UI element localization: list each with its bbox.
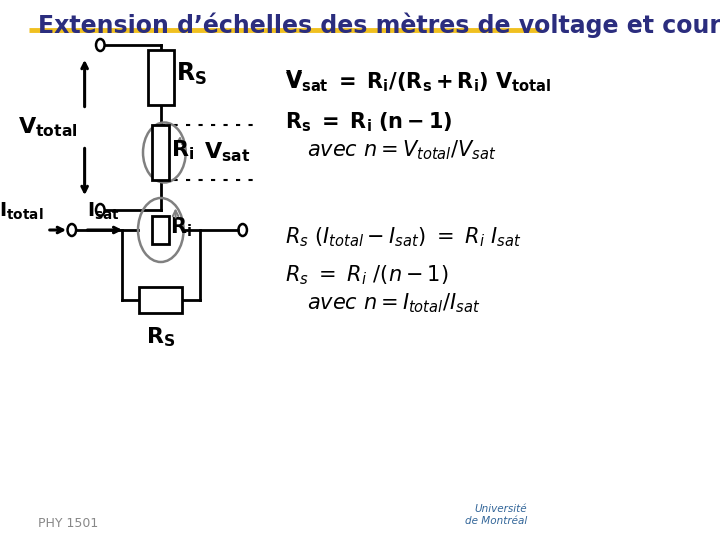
- Text: $avec\ n=I_{total}/I_{sat}$: $avec\ n=I_{total}/I_{sat}$: [307, 291, 480, 315]
- FancyBboxPatch shape: [140, 287, 182, 313]
- Text: Extension d’échelles des mètres de voltage et courant: Extension d’échelles des mètres de volta…: [37, 12, 720, 37]
- Text: $\mathbf{V}$: $\mathbf{V}$: [285, 70, 303, 90]
- FancyBboxPatch shape: [152, 216, 169, 244]
- Text: $\mathbf{R_i}$: $\mathbf{R_i}$: [171, 139, 194, 163]
- Text: Université
de Montréal: Université de Montréal: [465, 504, 528, 526]
- Text: $avec\ n=V_{total}/V_{sat}$: $avec\ n=V_{total}/V_{sat}$: [307, 138, 496, 161]
- Text: $\mathbf{R_S}$: $\mathbf{R_S}$: [176, 60, 207, 86]
- Text: $\mathbf{R_i}$: $\mathbf{R_i}$: [170, 215, 192, 239]
- Text: $R_s\ (I_{total}-I_{sat})\ =\ R_i\ I_{sat}$: $R_s\ (I_{total}-I_{sat})\ =\ R_i\ I_{sa…: [285, 225, 522, 248]
- Text: $\mathbf{R_S}$: $\mathbf{R_S}$: [146, 325, 176, 349]
- Text: PHY 1501: PHY 1501: [37, 517, 98, 530]
- FancyBboxPatch shape: [148, 50, 174, 105]
- FancyBboxPatch shape: [152, 125, 169, 180]
- Text: $\mathbf{V_{total}}$: $\mathbf{V_{total}}$: [18, 116, 78, 139]
- Text: $\bf{R}_s\ =\ R_i\ (n-1)$: $\bf{R}_s\ =\ R_i\ (n-1)$: [285, 110, 453, 133]
- Text: $\mathbf{I_{total}}$: $\mathbf{I_{total}}$: [0, 201, 43, 222]
- Text: $\mathbf{V_{sat}}$: $\mathbf{V_{sat}}$: [204, 141, 250, 164]
- Text: $\mathbf{I_{sat}}$: $\mathbf{I_{sat}}$: [87, 201, 120, 222]
- Text: $R_s\ =\ R_i\ /(n-1)$: $R_s\ =\ R_i\ /(n-1)$: [285, 263, 449, 287]
- Text: $\bf{V}_{sat}\ =\ R_i/(R_s+R_i)\ V_{total}$: $\bf{V}_{sat}\ =\ R_i/(R_s+R_i)\ V_{tota…: [285, 70, 552, 93]
